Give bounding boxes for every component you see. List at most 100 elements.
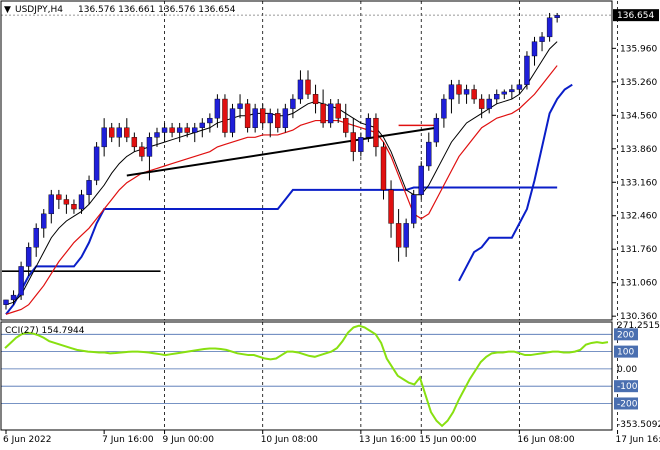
cci-line bbox=[4, 324, 609, 428]
price-pane-frame bbox=[0, 0, 613, 321]
candle-body bbox=[524, 55, 530, 85]
candle-body bbox=[343, 117, 349, 133]
candle-body bbox=[463, 89, 470, 95]
candle-body bbox=[516, 84, 523, 90]
candle-body bbox=[33, 227, 39, 248]
candle-body bbox=[139, 146, 145, 157]
candle-body bbox=[388, 189, 394, 224]
time-tick-label: 13 Jun 16:00 bbox=[359, 435, 416, 445]
time-tick-label: 16 Jun 08:00 bbox=[517, 435, 574, 445]
cci-level-label: 100 bbox=[617, 348, 634, 358]
candle-body bbox=[154, 132, 160, 138]
price-pane bbox=[1, 1, 618, 320]
candle-body bbox=[282, 108, 289, 128]
cci-level-box-5 bbox=[614, 397, 638, 410]
candle-body bbox=[184, 127, 190, 133]
candle-body bbox=[222, 98, 228, 133]
price-tick-label: 133.160 bbox=[620, 178, 657, 188]
time-tick-label: 9 Jun 00:00 bbox=[163, 435, 215, 445]
candle-body bbox=[63, 199, 70, 205]
candle-body bbox=[71, 204, 77, 210]
cci-level-box-2 bbox=[614, 345, 638, 358]
chart-header: ▼ USDJPY,H4 136.576 136.661 136.576 136.… bbox=[4, 5, 236, 15]
candle-body bbox=[56, 194, 62, 200]
candle-body bbox=[116, 127, 122, 138]
price-tick-label: 133.860 bbox=[620, 145, 657, 155]
candle-body bbox=[539, 36, 545, 42]
candle-body bbox=[426, 141, 432, 167]
candle-body bbox=[546, 17, 553, 38]
candle-body bbox=[229, 108, 236, 133]
cci-pane-frame bbox=[0, 321, 613, 431]
candle-body bbox=[335, 103, 341, 119]
price-tick-label: 135.960 bbox=[620, 44, 657, 54]
candle-body bbox=[192, 127, 198, 133]
candle-body bbox=[199, 122, 206, 128]
candle-body bbox=[108, 127, 115, 138]
cci-level-box-1 bbox=[614, 328, 638, 341]
candle-body bbox=[101, 127, 107, 148]
trendline-0 bbox=[126, 126, 437, 177]
candle-body bbox=[252, 108, 258, 128]
candle-body bbox=[18, 266, 24, 296]
cci-level-label: -353.5092 bbox=[617, 420, 660, 430]
candle-body bbox=[169, 127, 175, 133]
candle-body bbox=[41, 213, 47, 229]
candle-body bbox=[433, 117, 440, 143]
candle-body bbox=[207, 117, 213, 124]
cci-level-box-4 bbox=[614, 380, 638, 393]
candle-body bbox=[312, 94, 319, 105]
time-tick-label: 6 Jun 2022 bbox=[3, 435, 51, 445]
candle-body bbox=[3, 299, 9, 305]
candle-body bbox=[327, 103, 334, 124]
header-arrow-icon[interactable]: ▼ bbox=[4, 5, 11, 15]
time-tick-label: 7 Jun 16:00 bbox=[102, 435, 154, 445]
candle-body bbox=[448, 84, 455, 100]
candle-body bbox=[358, 137, 364, 152]
candle-body bbox=[411, 194, 417, 224]
candle-body bbox=[441, 98, 447, 119]
candle-body bbox=[418, 165, 424, 195]
candle-body bbox=[176, 127, 183, 133]
candle-body bbox=[478, 98, 485, 109]
price-tick-label: 134.560 bbox=[620, 111, 657, 121]
candle-body bbox=[93, 146, 100, 181]
candle-body bbox=[244, 103, 251, 128]
candle-body bbox=[131, 137, 138, 148]
candle-body bbox=[350, 132, 356, 152]
candle-body bbox=[275, 113, 281, 128]
candle-body bbox=[237, 103, 243, 109]
candle-body bbox=[554, 15, 560, 18]
cci-label: CCI(27) 154.7944 bbox=[5, 326, 85, 336]
cci-level-label: 0.00 bbox=[617, 365, 637, 375]
candle-body bbox=[494, 94, 500, 100]
candle-body bbox=[78, 194, 85, 210]
price-tick-label: 130.360 bbox=[620, 312, 657, 322]
current-price-tag bbox=[613, 9, 659, 22]
price-tick-label: 135.260 bbox=[620, 78, 657, 88]
candle-body bbox=[365, 117, 372, 138]
candle-body bbox=[373, 117, 379, 148]
cci-level-label: -200 bbox=[617, 399, 638, 409]
fast-ma-line bbox=[5, 41, 558, 306]
candle-body bbox=[380, 146, 387, 191]
candle-body bbox=[305, 79, 311, 95]
candle-body bbox=[471, 89, 477, 100]
trailing-stop-line bbox=[5, 186, 558, 315]
cci-level-label: 271.2515 bbox=[617, 321, 660, 331]
candle-body bbox=[25, 247, 32, 267]
candle-body bbox=[161, 127, 168, 133]
candle-body bbox=[531, 41, 538, 57]
candle-body bbox=[48, 194, 54, 215]
cci-level-label: -100 bbox=[617, 382, 638, 392]
candle-body bbox=[320, 103, 326, 124]
time-tick-label: 15 Jun 00:00 bbox=[419, 435, 476, 445]
candle-body bbox=[456, 84, 462, 95]
price-tick-label: 132.460 bbox=[620, 212, 657, 222]
candle-body bbox=[297, 79, 304, 100]
candle-body bbox=[267, 113, 273, 124]
cci-pane bbox=[1, 322, 618, 430]
time-tick-label: 10 Jun 08:00 bbox=[261, 435, 318, 445]
